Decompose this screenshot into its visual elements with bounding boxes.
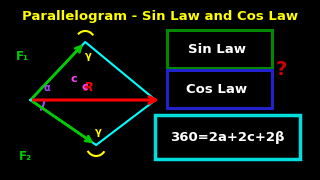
Bar (167, 70, 272, 108)
Text: ?: ? (276, 60, 287, 78)
Text: F₂: F₂ (19, 150, 32, 163)
Text: γ: γ (84, 51, 91, 61)
Text: γ: γ (95, 127, 101, 137)
Text: Parallelogram - Sin Law and Cos Law: Parallelogram - Sin Law and Cos Law (22, 10, 298, 23)
Text: Cos Law: Cos Law (186, 82, 247, 96)
Text: R: R (84, 81, 94, 94)
Text: 360=2a+2c+2β: 360=2a+2c+2β (170, 130, 285, 143)
Bar (167, 30, 272, 68)
Bar (156, 115, 300, 159)
Text: c: c (71, 74, 77, 84)
Text: F₁: F₁ (16, 50, 29, 63)
Text: c: c (82, 82, 89, 92)
Text: α: α (44, 83, 50, 93)
Text: Sin Law: Sin Law (188, 42, 245, 55)
